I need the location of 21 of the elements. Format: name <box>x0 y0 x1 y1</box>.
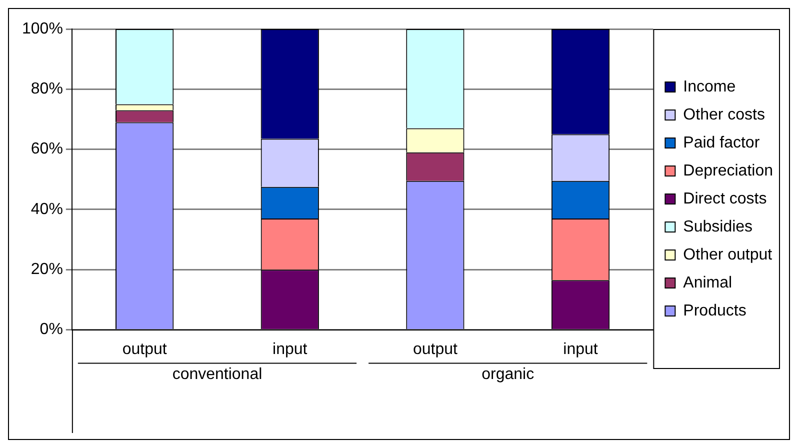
x-tick-label: input <box>563 340 598 358</box>
legend-label: Direct costs <box>683 190 767 208</box>
text: conventional <box>172 366 262 384</box>
legend-label: Other costs <box>683 106 765 124</box>
x-tick-label: output <box>412 340 458 358</box>
y-tick-label: 40% <box>30 200 63 218</box>
x-tick-label: output <box>122 340 168 358</box>
y-tick-label: 100% <box>22 20 63 38</box>
x-tick-label: input <box>272 340 308 358</box>
legend-label: Paid factor <box>683 134 760 152</box>
y-tick-label: 60% <box>30 140 63 158</box>
y-tick-label: 0% <box>40 321 63 338</box>
legend-label: Subsidies <box>683 218 753 236</box>
legend-label: Other output <box>683 246 773 264</box>
text: organic <box>482 366 534 384</box>
legend-label: Income <box>683 78 736 96</box>
legend-label: Animal <box>683 274 732 292</box>
y-tick-label: 20% <box>30 261 63 278</box>
legend-label: Products <box>683 302 746 320</box>
legend-label: Depreciation <box>683 162 773 180</box>
y-tick-label: 80% <box>30 80 63 98</box>
